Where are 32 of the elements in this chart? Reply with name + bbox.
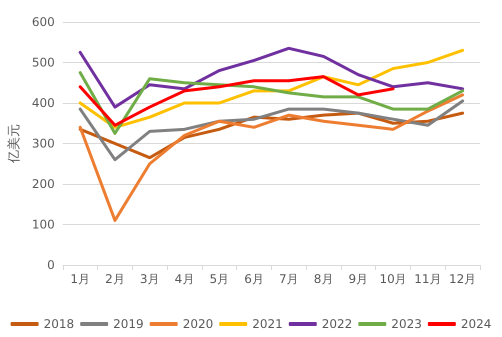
x-tick-label: 10月 (379, 272, 407, 286)
legend-label: 2021 (252, 317, 283, 331)
x-tick-label: 12月 (448, 272, 476, 286)
x-tick-label: 11月 (414, 272, 442, 286)
y-tick-label: 600 (32, 15, 55, 29)
y-tick-label: 400 (32, 96, 55, 110)
y-tick-label: 100 (32, 218, 55, 232)
x-tick-label: 9月 (348, 272, 368, 286)
y-tick-label: 200 (32, 177, 55, 191)
legend-label: 2023 (391, 317, 422, 331)
y-tick-label: 0 (47, 258, 55, 272)
x-tick-label: 8月 (314, 272, 334, 286)
x-tick-label: 6月 (244, 272, 264, 286)
legend-label: 2022 (322, 317, 352, 331)
x-tick-label: 5月 (209, 272, 230, 286)
line-series (78, 93, 464, 222)
x-tick-label: 2月 (105, 272, 125, 286)
line-series (78, 75, 395, 127)
x-tick-label: 3月 (140, 272, 160, 286)
x-tick-label: 7月 (278, 272, 299, 286)
line-series (78, 99, 464, 162)
legend-label: 2020 (182, 317, 214, 331)
y-axis-title: 亿美元 (6, 124, 22, 164)
x-tick-label: 1月 (70, 272, 90, 286)
legend-label: 2019 (113, 317, 144, 331)
legend-label: 2024 (460, 317, 492, 331)
x-tick-label: 4月 (174, 272, 194, 286)
y-tick-label: 500 (32, 56, 55, 70)
line-series (78, 46, 464, 109)
legend-label: 2018 (44, 317, 74, 331)
line-series (78, 71, 464, 135)
y-tick-label: 300 (32, 136, 55, 150)
